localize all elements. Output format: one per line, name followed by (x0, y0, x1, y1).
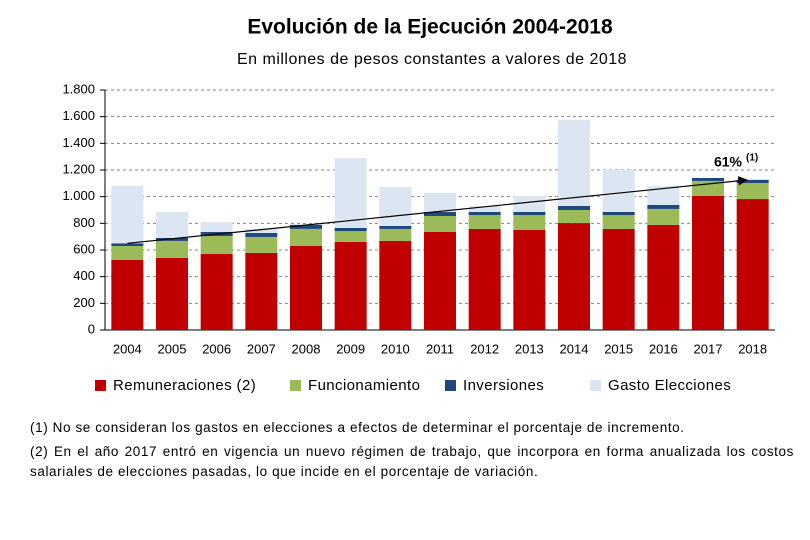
bar-segment (245, 232, 278, 237)
bar-segment (513, 215, 546, 230)
bar-segment (245, 252, 278, 330)
legend-swatch (95, 380, 106, 391)
bar-segment (111, 260, 144, 330)
y-tick-label: 0 (88, 321, 95, 336)
bar-segment (647, 204, 680, 209)
annotation-note: (1) (746, 153, 758, 164)
x-tick-label: 2010 (381, 341, 410, 356)
bar-segment (200, 236, 233, 254)
x-tick-label: 2015 (604, 341, 633, 356)
chart: Evolución de la Ejecución 2004-2018 En m… (62, 16, 775, 394)
annotation: 61% (714, 154, 743, 170)
x-tick-label: 2017 (694, 341, 723, 356)
bar-segment (334, 158, 367, 228)
x-tick-label: 2012 (470, 341, 499, 356)
legend-label: Remuneraciones (2) (113, 377, 256, 394)
chart-title: Evolución de la Ejecución 2004-2018 (247, 16, 613, 39)
x-tick-label: 2014 (560, 341, 589, 356)
y-tick-label: 1.800 (62, 81, 95, 96)
x-tick-label: 2006 (202, 341, 231, 356)
y-tick-label: 1.600 (62, 108, 95, 123)
bar-segment (558, 206, 590, 210)
bar-segment (424, 192, 456, 212)
bar-segment (111, 243, 144, 246)
bar-segment (602, 170, 635, 212)
x-tick-label: 2004 (113, 341, 142, 356)
y-tick-label: 800 (73, 215, 95, 230)
bar-segment (736, 178, 769, 180)
x-tick-label: 2009 (336, 341, 365, 356)
bar-segment (379, 240, 412, 330)
bar-segment (379, 226, 412, 229)
bar-segment (647, 208, 680, 225)
bar-segment (424, 232, 456, 330)
bar-segment (736, 183, 769, 200)
bar-segment (156, 238, 188, 241)
bar-segment (290, 228, 322, 246)
legend-label: Inversiones (463, 377, 544, 394)
legend-swatch (445, 380, 456, 391)
x-tick-label: 2005 (158, 341, 187, 356)
bar-segment (558, 120, 590, 206)
bar-segment (647, 186, 680, 205)
bar-segment (245, 228, 278, 233)
bar-segment (558, 210, 590, 224)
bar-segment (290, 224, 322, 229)
legend-swatch (290, 380, 301, 391)
x-tick-label: 2011 (426, 341, 454, 356)
bar-segment (379, 228, 412, 241)
bar-segment (513, 230, 546, 330)
bar-segment (334, 242, 367, 330)
bar-segment (290, 246, 322, 330)
bar-segment (468, 228, 501, 330)
y-tick-label: 200 (73, 295, 95, 310)
bar-segment (156, 258, 188, 330)
x-tick-label: 2008 (292, 341, 321, 356)
bar-segment (602, 228, 635, 330)
x-tick-label: 2013 (515, 341, 544, 356)
x-tick-label: 2007 (247, 341, 276, 356)
bar-segment (736, 180, 769, 184)
bar-segment (200, 254, 233, 330)
bar-segment (602, 215, 635, 229)
bar-segment (692, 178, 724, 181)
bar-segment (156, 240, 188, 258)
bar-segment (245, 236, 278, 253)
bar-segment (334, 228, 367, 232)
bar-segment (468, 206, 501, 212)
bar-segment (334, 231, 367, 242)
chart-subtitle: En millones de pesos constantes a valore… (237, 51, 627, 68)
legend-label: Funcionamiento (308, 377, 420, 394)
bar-segment (379, 187, 412, 226)
legend-label: Gasto Elecciones (608, 377, 731, 394)
bar-segment (513, 212, 546, 216)
notes: (1) No se consideran los gastos en elecc… (30, 418, 794, 486)
bar-segment (111, 186, 144, 244)
bar-segment (468, 215, 501, 229)
bar-segment (736, 199, 769, 330)
bar-segment (424, 216, 456, 232)
y-tick-label: 1.200 (62, 161, 95, 176)
y-tick-label: 400 (73, 268, 95, 283)
x-tick-label: 2016 (649, 341, 678, 356)
bar-segment (558, 223, 590, 330)
trend-arrow (127, 176, 748, 244)
note: (2) En el año 2017 entró en vigencia un … (30, 444, 794, 479)
bar-segment (156, 212, 188, 238)
bar-segment (111, 246, 144, 260)
x-tick-label: 2018 (738, 341, 767, 356)
y-tick-label: 1.400 (62, 135, 95, 150)
y-tick-label: 1.000 (62, 188, 95, 203)
bar-segment (468, 212, 501, 216)
legend-swatch (590, 380, 601, 391)
bar-segment (513, 196, 546, 212)
bar-segment (692, 196, 724, 330)
y-tick-label: 600 (73, 241, 95, 256)
bar-segment (424, 212, 456, 216)
bar-segment (602, 212, 635, 216)
bar-segment (200, 222, 233, 232)
note: (1) No se consideran los gastos en elecc… (30, 420, 685, 435)
bar-segment (647, 224, 680, 330)
